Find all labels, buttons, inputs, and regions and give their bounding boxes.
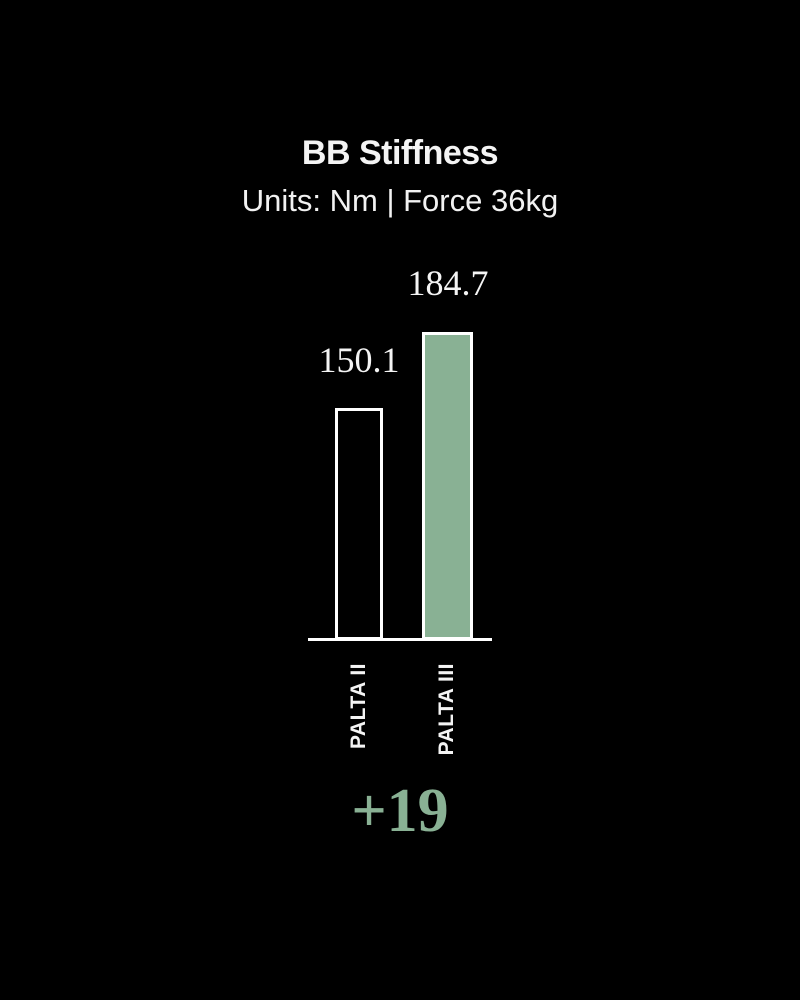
category-label-palta-iii: PALTA III: [435, 663, 458, 756]
bar-palta-iii: [422, 332, 473, 640]
category-label-palta-ii: PALTA II: [347, 663, 370, 750]
x-axis-line: [308, 638, 492, 641]
value-label-palta-iii: 184.7: [407, 263, 489, 303]
chart-title: BB Stiffness: [301, 134, 499, 172]
difference-annotation: +19: [351, 777, 449, 845]
chart-subtitle: Units: Nm | Force 36kg: [241, 183, 559, 218]
value-label-palta-ii: 150.1: [318, 340, 400, 380]
bar-palta-ii: [335, 408, 383, 640]
